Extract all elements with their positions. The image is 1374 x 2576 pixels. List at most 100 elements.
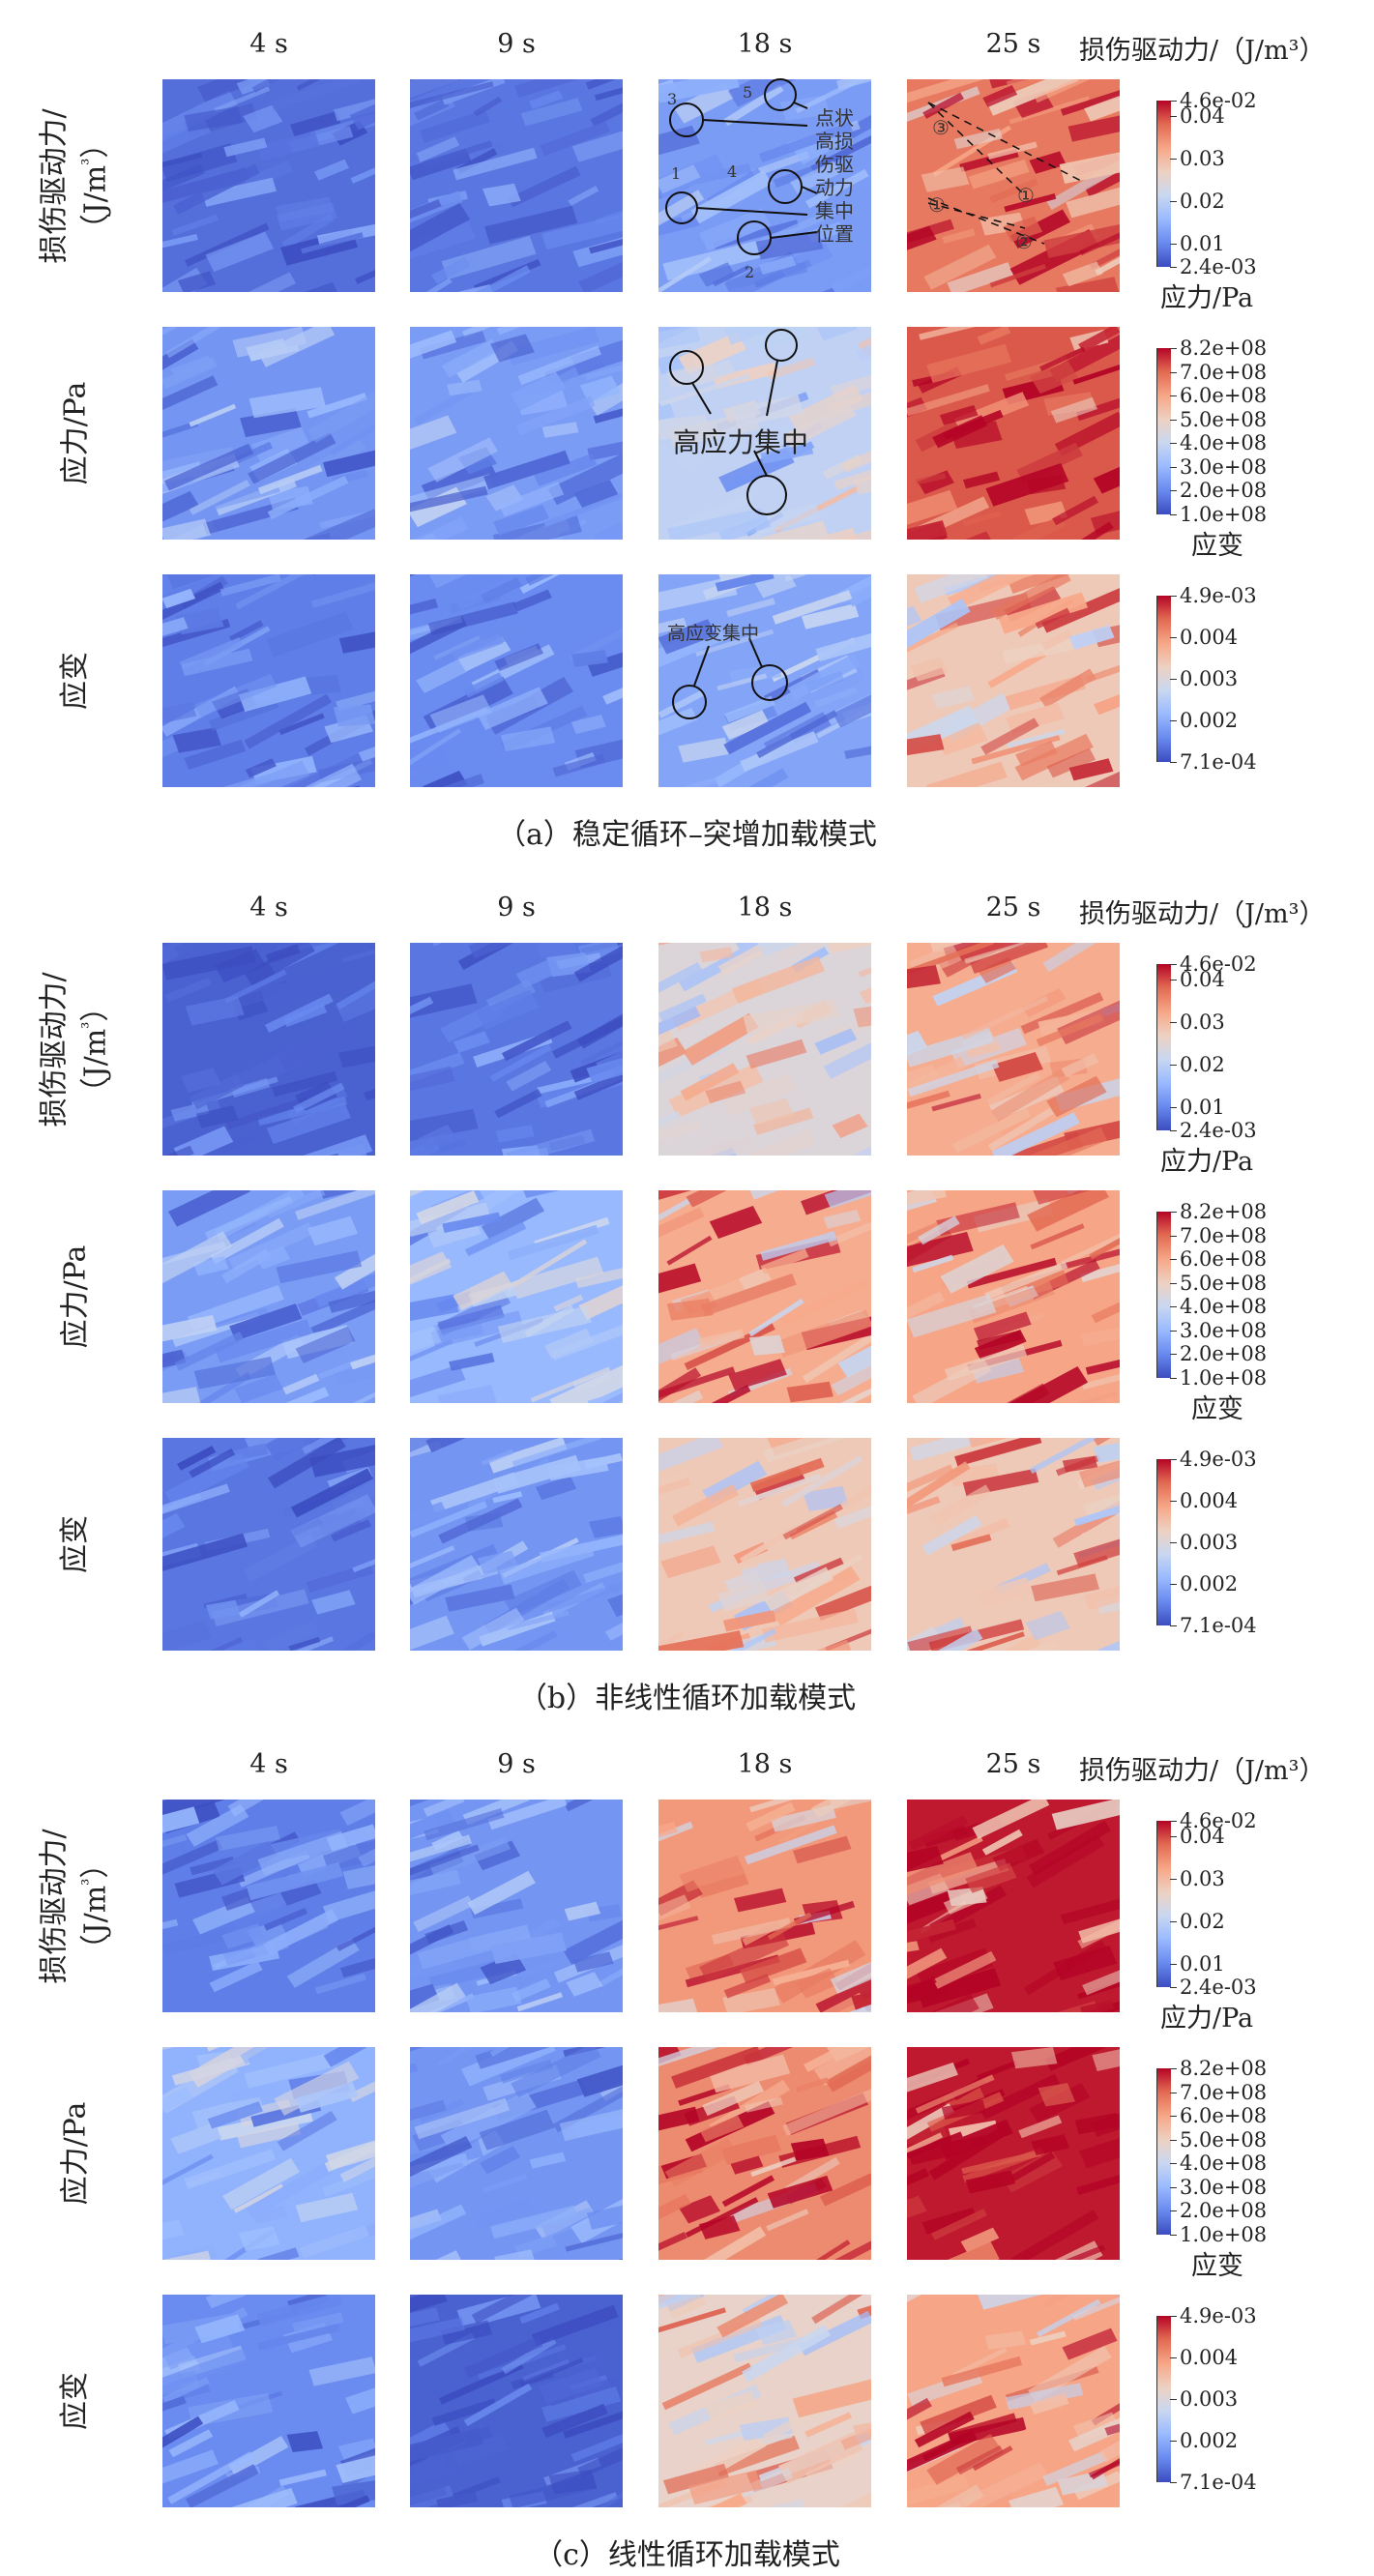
colorbar-tick-label: 6.0e+08: [1180, 2104, 1268, 2128]
field-tile-stress: [907, 2047, 1120, 2260]
colorbar-tick-mark: [1170, 2235, 1177, 2236]
colorbar-tick-label: 1.0e+08: [1180, 2223, 1268, 2246]
colorbar-tick-mark: [1170, 1282, 1177, 1284]
colorbar-title-strain: 应变: [1191, 1394, 1243, 1424]
field-map-stress: [162, 327, 375, 540]
panel-c: 4 s 9 s 18 s 25 s 损伤驱动力/（J/m³） 损伤驱动力/（J/m³） 4.…: [0, 1720, 1374, 2576]
time-label: 25 s: [985, 29, 1041, 59]
colorbar-tick-label: 1.0e+08: [1180, 1366, 1268, 1390]
colorbar-tick-mark: [1170, 2316, 1177, 2317]
field-map-stress: [162, 2047, 375, 2260]
annotation-line: [927, 197, 1045, 245]
annotation-number: ①: [928, 193, 946, 217]
colorbar-tick-mark: [1170, 101, 1177, 102]
field-map-strain: [658, 1438, 871, 1651]
annotation-circle: [672, 685, 707, 719]
colorbar-tick-mark: [1170, 2068, 1177, 2069]
colorbar-tick-mark: [1170, 679, 1177, 680]
field-map-strain: [162, 574, 375, 787]
colorbar-tick-label: 6.0e+08: [1180, 384, 1268, 408]
colorbar-title-stress: 应力/Pa: [1160, 2004, 1254, 2034]
colorbar-tick-label: 7.1e-04: [1180, 2471, 1257, 2494]
field-map-strain: [410, 1438, 623, 1651]
annotation-number: 3: [667, 90, 678, 108]
field-tile-strain: [658, 1438, 871, 1651]
colorbar-strain: [1156, 1459, 1171, 1625]
field-tile-damage: [162, 943, 375, 1156]
field-map-stress: [658, 1190, 871, 1403]
field-tile-damage: [907, 79, 1120, 292]
colorbar-tick-label: 0.03: [1180, 1010, 1225, 1034]
colorbar-tick-mark: [1170, 2482, 1177, 2483]
colorbar-tick-label: 7.0e+08: [1180, 2080, 1268, 2104]
colorbar-tick-mark: [1170, 1625, 1177, 1626]
colorbar-tick-label: 6.0e+08: [1180, 1247, 1268, 1272]
colorbar-tick-mark: [1170, 1022, 1177, 1023]
annotation-line: [748, 637, 763, 668]
annotation-number: ③: [932, 116, 950, 139]
colorbar-tick-label: 2.0e+08: [1180, 479, 1268, 503]
field-map-damage: [162, 1800, 375, 2012]
colorbar-stress: [1156, 348, 1171, 514]
time-label: 9 s: [497, 893, 536, 922]
colorbar-tick-mark: [1170, 1330, 1177, 1332]
field-tile-stress: [162, 327, 375, 540]
colorbar-tick-mark: [1170, 443, 1177, 445]
colorbar-title-damage: 损伤驱动力/（J/m³）: [1079, 1756, 1326, 1786]
field-map-damage: [658, 943, 871, 1156]
colorbar-tick-mark: [1170, 1259, 1177, 1261]
colorbar-tick-label: 0.02: [1180, 1053, 1225, 1076]
annotation-line: [766, 360, 778, 417]
colorbar-tick-label: 7.0e+08: [1180, 360, 1268, 384]
field-tile-stress: [658, 327, 871, 540]
colorbar-tick-label: 4.6e-02: [1180, 952, 1257, 976]
colorbar-strain: [1156, 2316, 1171, 2482]
annotation-circle: [669, 350, 704, 385]
time-label: 18 s: [737, 893, 793, 922]
field-map-damage: [907, 943, 1120, 1156]
colorbar-tick-label: 4.0e+08: [1180, 431, 1268, 455]
colorbar-tick-label: 0.01: [1180, 1952, 1225, 1976]
colorbar-tick-label: 0.002: [1180, 709, 1239, 732]
field-map-strain: [410, 2295, 623, 2507]
colorbar-tick-label: 0.04: [1180, 104, 1225, 128]
colorbar-tick-mark: [1170, 1584, 1177, 1585]
field-map-damage: [907, 79, 1120, 292]
colorbar-tick-mark: [1170, 2186, 1177, 2188]
annotation-circle: [669, 102, 704, 137]
field-tile-damage: [162, 79, 375, 292]
panel-caption: （a）稳定循环–突增加载模式: [497, 818, 877, 852]
time-label: 25 s: [985, 893, 1041, 922]
time-label: 25 s: [985, 1749, 1041, 1779]
colorbar-tick-mark: [1170, 1987, 1177, 1988]
colorbar-tick-mark: [1170, 395, 1177, 397]
field-tile-damage: [907, 1800, 1120, 2012]
field-tile-stress: [410, 2047, 623, 2260]
field-map-strain: [907, 574, 1120, 787]
colorbar-tick-mark: [1170, 1879, 1177, 1880]
colorbar-tick-mark: [1170, 1107, 1177, 1108]
colorbar-tick-label: 7.0e+08: [1180, 1223, 1268, 1247]
colorbar-tick-mark: [1170, 490, 1177, 492]
field-map-stress: [162, 1190, 375, 1403]
annotation-circle: [768, 169, 803, 204]
row-label-damage: 损伤驱动力/（J/m³）: [37, 1828, 113, 1984]
colorbar-tick-label: 0.002: [1180, 1572, 1239, 1595]
annotation-line: [691, 382, 712, 415]
colorbar-tick-mark: [1170, 2116, 1177, 2118]
colorbar-tick-mark: [1170, 2441, 1177, 2442]
annotation-line: [927, 102, 1084, 183]
field-tile-damage: [658, 943, 871, 1156]
field-map-damage: [162, 943, 375, 1156]
colorbar-tick-mark: [1170, 720, 1177, 721]
colorbar-tick-mark: [1170, 1306, 1177, 1308]
field-map-stress: [410, 1190, 623, 1403]
field-map-stress: [658, 2047, 871, 2260]
colorbar-tick-mark: [1170, 267, 1177, 268]
colorbar-tick-label: 2.4e-03: [1180, 255, 1257, 278]
colorbar-tick-label: 2.0e+08: [1180, 1342, 1268, 1366]
time-label: 18 s: [737, 1749, 793, 1779]
colorbar-tick-label: 0.02: [1180, 1910, 1225, 1933]
field-tile-strain: [907, 574, 1120, 787]
colorbar-tick-label: 7.1e-04: [1180, 1614, 1257, 1637]
